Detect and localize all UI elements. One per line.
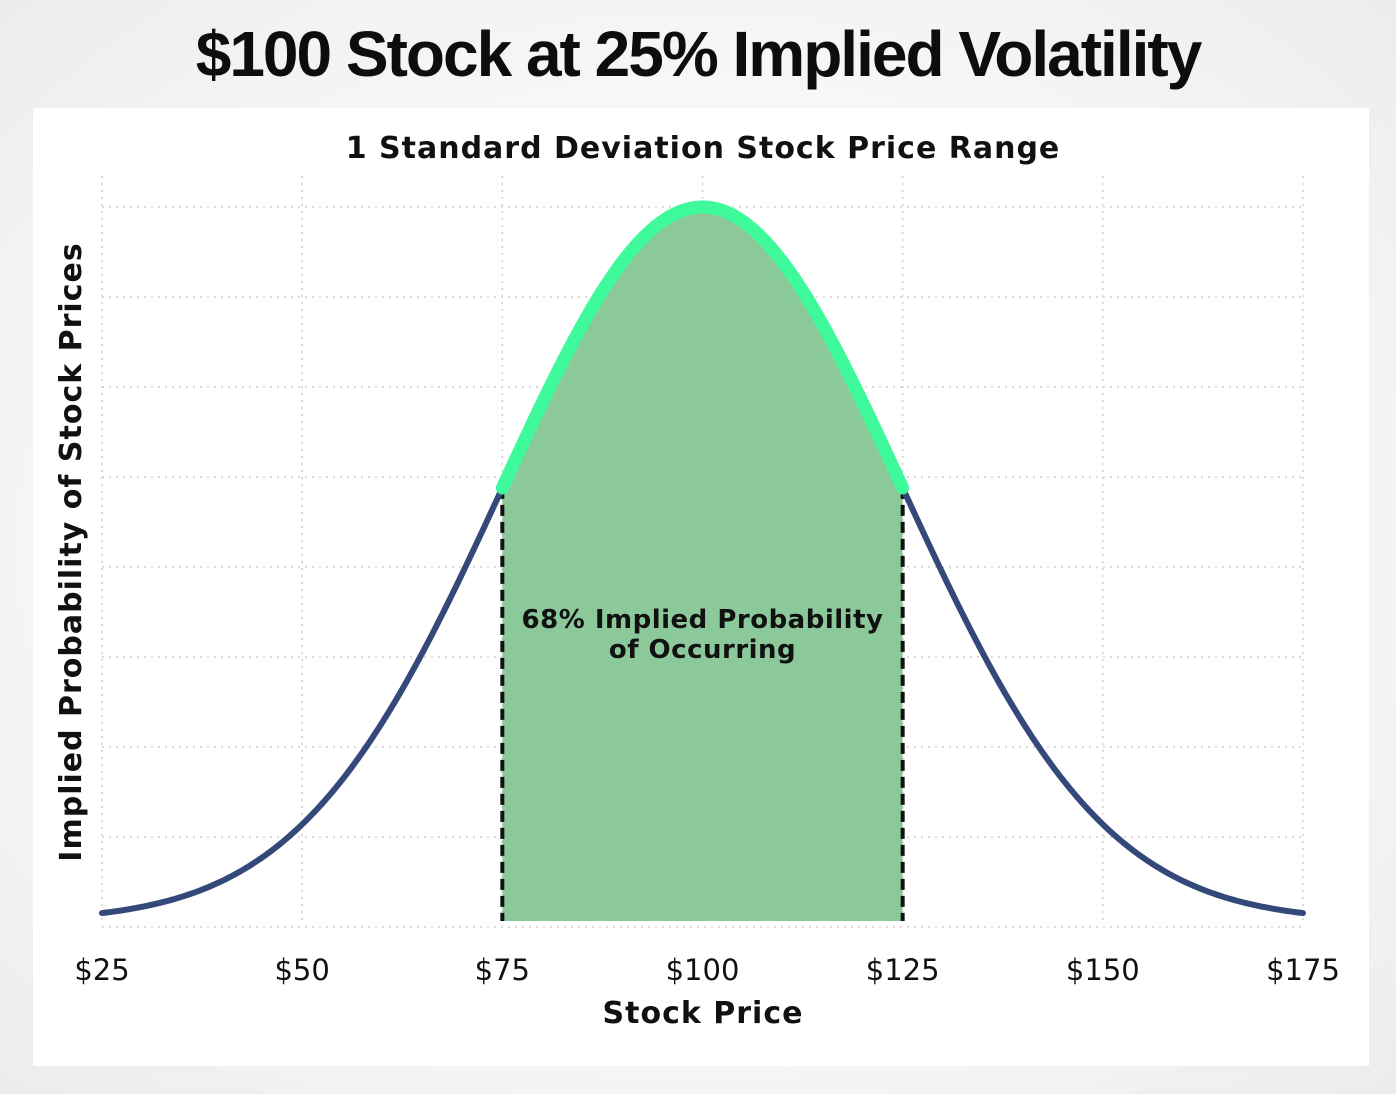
x-tick-label: $175	[1266, 953, 1340, 987]
chart-title: 1 Standard Deviation Stock Price Range	[346, 131, 1061, 166]
x-axis-label: Stock Price	[603, 996, 804, 1031]
one-std-dev-fill	[502, 207, 903, 921]
x-tick-labels: $25 $50 $75 $100 $125 $150 $175	[74, 953, 1340, 987]
y-axis-label: Implied Probability of Stock Prices	[54, 242, 89, 861]
x-tick-label: $150	[1066, 953, 1140, 987]
page-title: $100 Stock at 25% Implied Volatility	[195, 18, 1203, 90]
annotation-line-2: of Occurring	[609, 635, 796, 665]
x-tick-label: $75	[475, 953, 530, 987]
distribution-curve-right	[899, 484, 1306, 917]
x-tick-label: $50	[274, 953, 329, 987]
distribution-curve-left	[99, 484, 506, 917]
x-tick-label: $125	[866, 953, 940, 987]
bell-curve-chart: $25 $50 $75 $100 $125 $150 $175 1 Standard Dev…	[54, 131, 1340, 1031]
x-tick-label: $100	[666, 953, 740, 987]
chart-panel: $25 $50 $75 $100 $125 $150 $175 1 Standard Dev…	[33, 108, 1369, 1066]
annotation-line-1: 68% Implied Probability	[522, 605, 884, 635]
x-tick-label: $25	[74, 953, 129, 987]
highlight-curve	[495, 200, 910, 495]
